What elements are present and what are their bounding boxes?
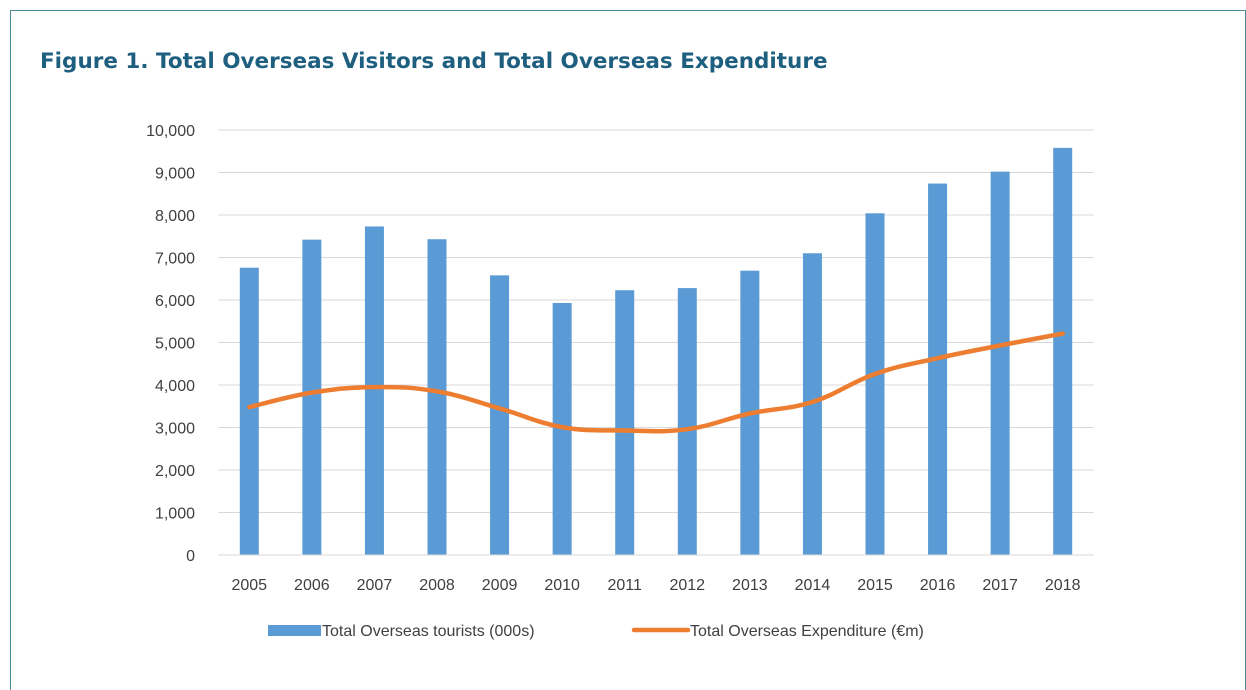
legend: Total Overseas tourists (000s) Total Over… <box>268 623 924 640</box>
bar-2012 <box>678 288 697 555</box>
bar-2016 <box>928 184 947 555</box>
x-tick-label: 2015 <box>857 577 893 594</box>
x-tick-label: 2005 <box>231 577 267 594</box>
y-tick-label: 5,000 <box>155 336 195 353</box>
bar-2005 <box>240 268 259 555</box>
x-tick-label: 2010 <box>544 577 580 594</box>
x-tick-label: 2006 <box>294 577 330 594</box>
x-tick-label: 2017 <box>982 577 1018 594</box>
x-tick-label: 2014 <box>795 577 831 594</box>
legend-swatch-bar <box>268 625 321 636</box>
y-tick-label: 8,000 <box>155 208 195 225</box>
x-tick-label: 2012 <box>669 577 705 594</box>
legend-label-expenditure: Total Overseas Expenditure (€m) <box>690 623 924 640</box>
gridlines <box>218 130 1094 513</box>
bar-series <box>240 148 1072 555</box>
bar-2015 <box>866 213 885 555</box>
bar-2011 <box>615 290 634 555</box>
x-tick-label: 2008 <box>419 577 455 594</box>
legend-item-expenditure: Total Overseas Expenditure (€m) <box>634 623 924 640</box>
bar-2007 <box>365 226 384 555</box>
y-tick-label: 6,000 <box>155 293 195 310</box>
bar-2006 <box>302 240 321 555</box>
bar-2018 <box>1053 148 1072 555</box>
x-tick-label: 2013 <box>732 577 768 594</box>
x-tick-label: 2016 <box>920 577 956 594</box>
legend-label-tourists: Total Overseas tourists (000s) <box>322 623 535 640</box>
y-tick-label: 3,000 <box>155 421 195 438</box>
y-tick-label: 10,000 <box>146 123 195 140</box>
x-tick-label: 2007 <box>357 577 393 594</box>
bar-2008 <box>428 239 447 555</box>
x-tick-label: 2011 <box>608 577 643 594</box>
y-tick-label: 1,000 <box>155 506 195 523</box>
y-tick-label: 0 <box>186 548 195 565</box>
y-tick-label: 4,000 <box>155 378 195 395</box>
x-tick-label: 2009 <box>482 577 518 594</box>
y-tick-label: 7,000 <box>155 251 195 268</box>
x-axis: 2005 2006 2007 2008 2009 2010 2011 2012 2013 2014… <box>218 555 1094 594</box>
y-tick-label: 9,000 <box>155 166 195 183</box>
y-axis: 0 1,000 2,000 3,000 4,000 5,000 6,000 7,000 8,00… <box>146 123 195 565</box>
combo-chart: 0 1,000 2,000 3,000 4,000 5,000 6,000 7,000 8,00… <box>0 0 1246 674</box>
bar-2009 <box>490 275 509 555</box>
x-tick-label: 2018 <box>1045 577 1081 594</box>
bar-2017 <box>991 172 1010 555</box>
y-tick-label: 2,000 <box>155 463 195 480</box>
legend-item-tourists: Total Overseas tourists (000s) <box>268 623 535 640</box>
